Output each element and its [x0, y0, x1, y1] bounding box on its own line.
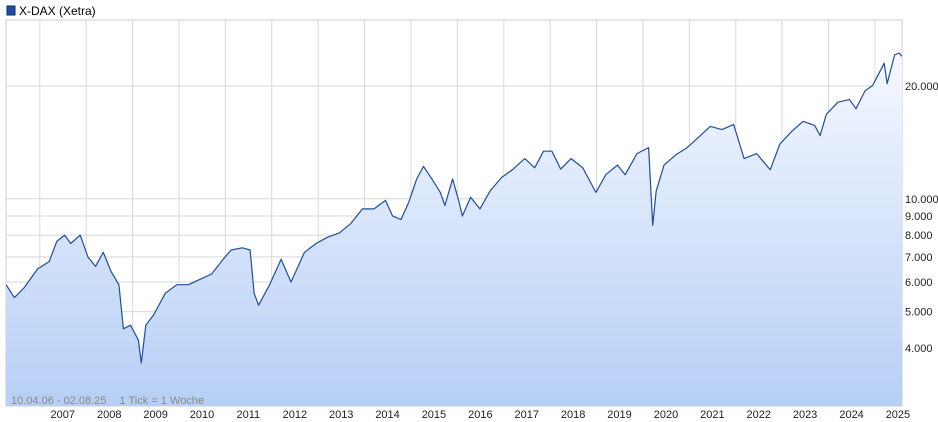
- x-tick-label: 2017: [515, 409, 539, 421]
- legend: X-DAX (Xetra): [6, 4, 96, 18]
- y-tick-label: 20.000: [905, 81, 938, 93]
- tick-note: 1 Tick = 1 Woche: [119, 395, 203, 407]
- x-tick-label: 2012: [283, 409, 307, 421]
- x-tick-label: 2025: [886, 409, 910, 421]
- x-tick-label: 2020: [654, 409, 678, 421]
- x-tick-label: 2007: [51, 409, 75, 421]
- y-tick-label: 10.000: [905, 194, 938, 206]
- x-axis: 2007 2008 2009 2010 2011 2012 2013 2014 2015 2016…: [51, 409, 911, 421]
- y-tick-label: 5.000: [905, 307, 933, 319]
- series-line: [6, 52, 902, 364]
- x-tick-label: 2011: [237, 409, 261, 421]
- x-tick-label: 2021: [700, 409, 724, 421]
- x-tick-label: 2023: [793, 409, 817, 421]
- y-tick-label: 9.000: [905, 211, 933, 223]
- x-tick-label: 2019: [607, 409, 631, 421]
- area-layer: [6, 52, 902, 406]
- series-area: [6, 53, 902, 406]
- y-axis: 4.000 5.000 6.000 7.000 8.000 9.000 10.000 20.0…: [905, 81, 938, 355]
- date-range-text: 10.04.06 - 02.08.25: [11, 395, 106, 407]
- y-tick-label: 4.000: [905, 343, 933, 355]
- y-tick-label: 6.000: [905, 277, 933, 289]
- legend-label: X-DAX (Xetra): [19, 4, 96, 18]
- y-tick-label: 8.000: [905, 230, 933, 242]
- x-tick-label: 2022: [746, 409, 770, 421]
- x-tick-label: 2010: [190, 409, 214, 421]
- x-tick-label: 2013: [329, 409, 353, 421]
- legend-swatch: [6, 5, 16, 16]
- x-tick-label: 2024: [839, 409, 863, 421]
- x-tick-label: 2009: [143, 409, 167, 421]
- x-tick-label: 2018: [561, 409, 585, 421]
- x-tick-label: 2015: [422, 409, 446, 421]
- x-tick-label: 2014: [375, 409, 399, 421]
- x-tick-label: 2008: [97, 409, 121, 421]
- y-tick-label: 7.000: [905, 252, 933, 264]
- date-range-note: 10.04.06 - 02.08.25 1 Tick = 1 Woche: [11, 395, 204, 407]
- x-tick-label: 2016: [468, 409, 492, 421]
